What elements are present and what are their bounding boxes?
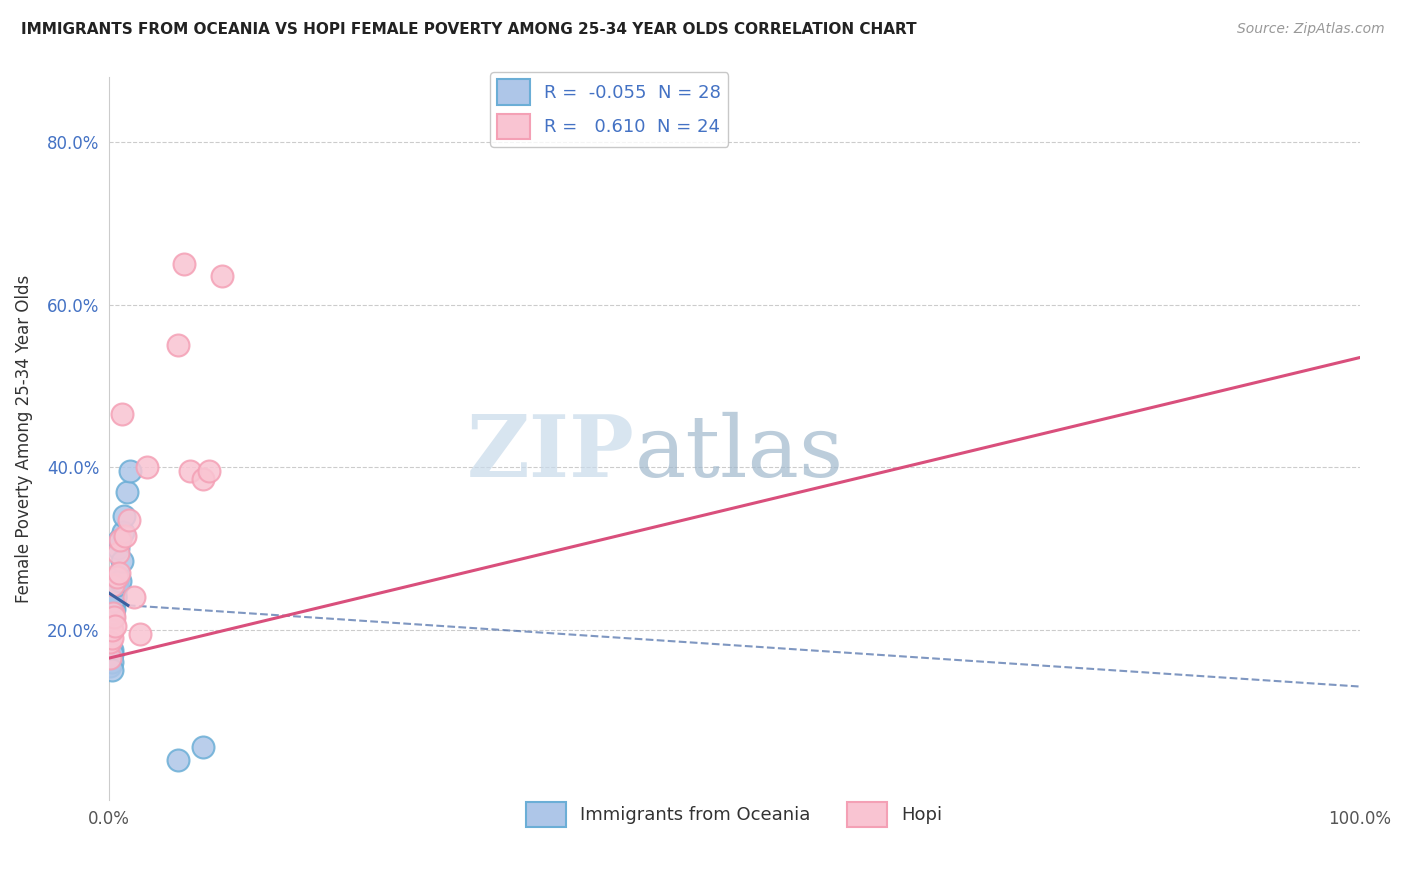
Point xyxy=(111,525,134,540)
Point xyxy=(103,594,125,608)
Point xyxy=(100,643,122,657)
Point xyxy=(122,590,145,604)
Point xyxy=(98,635,121,649)
Point xyxy=(107,570,129,584)
Point xyxy=(98,651,121,665)
Point xyxy=(98,651,121,665)
Point xyxy=(173,257,195,271)
Point xyxy=(107,541,129,556)
Point xyxy=(101,607,124,621)
Point xyxy=(110,554,132,568)
Point xyxy=(115,484,138,499)
Point xyxy=(103,594,125,608)
Point xyxy=(110,533,132,548)
Point xyxy=(211,269,233,284)
Point xyxy=(105,574,128,588)
Point xyxy=(101,578,124,592)
Point xyxy=(105,570,128,584)
Point xyxy=(101,602,124,616)
Point xyxy=(110,408,132,422)
Point xyxy=(108,566,131,580)
Legend: Immigrants from Oceania, Hopi: Immigrants from Oceania, Hopi xyxy=(519,795,949,835)
Point xyxy=(101,610,124,624)
Point xyxy=(105,578,128,592)
Point xyxy=(104,586,127,600)
Point xyxy=(135,460,157,475)
Point xyxy=(104,590,127,604)
Point xyxy=(107,545,129,559)
Point xyxy=(120,464,142,478)
Point xyxy=(118,513,141,527)
Point xyxy=(114,529,136,543)
Point xyxy=(101,607,124,621)
Point xyxy=(100,663,122,677)
Point xyxy=(100,655,122,669)
Point xyxy=(179,464,201,478)
Point xyxy=(104,590,127,604)
Point xyxy=(100,631,122,645)
Point xyxy=(110,574,132,588)
Y-axis label: Female Poverty Among 25-34 Year Olds: Female Poverty Among 25-34 Year Olds xyxy=(15,275,32,603)
Text: Source: ZipAtlas.com: Source: ZipAtlas.com xyxy=(1237,22,1385,37)
Point xyxy=(100,647,122,661)
Text: IMMIGRANTS FROM OCEANIA VS HOPI FEMALE POVERTY AMONG 25-34 YEAR OLDS CORRELATION: IMMIGRANTS FROM OCEANIA VS HOPI FEMALE P… xyxy=(21,22,917,37)
Point xyxy=(112,508,135,523)
Point xyxy=(167,338,190,352)
Point xyxy=(103,602,125,616)
Point xyxy=(198,464,221,478)
Text: ZIP: ZIP xyxy=(467,411,634,495)
Text: atlas: atlas xyxy=(634,412,844,495)
Point xyxy=(104,618,127,632)
Point xyxy=(191,472,214,486)
Point xyxy=(191,740,214,755)
Point xyxy=(167,753,190,767)
Point xyxy=(129,626,152,640)
Point xyxy=(98,659,121,673)
Point xyxy=(100,623,122,637)
Point xyxy=(103,610,125,624)
Point xyxy=(108,533,131,548)
